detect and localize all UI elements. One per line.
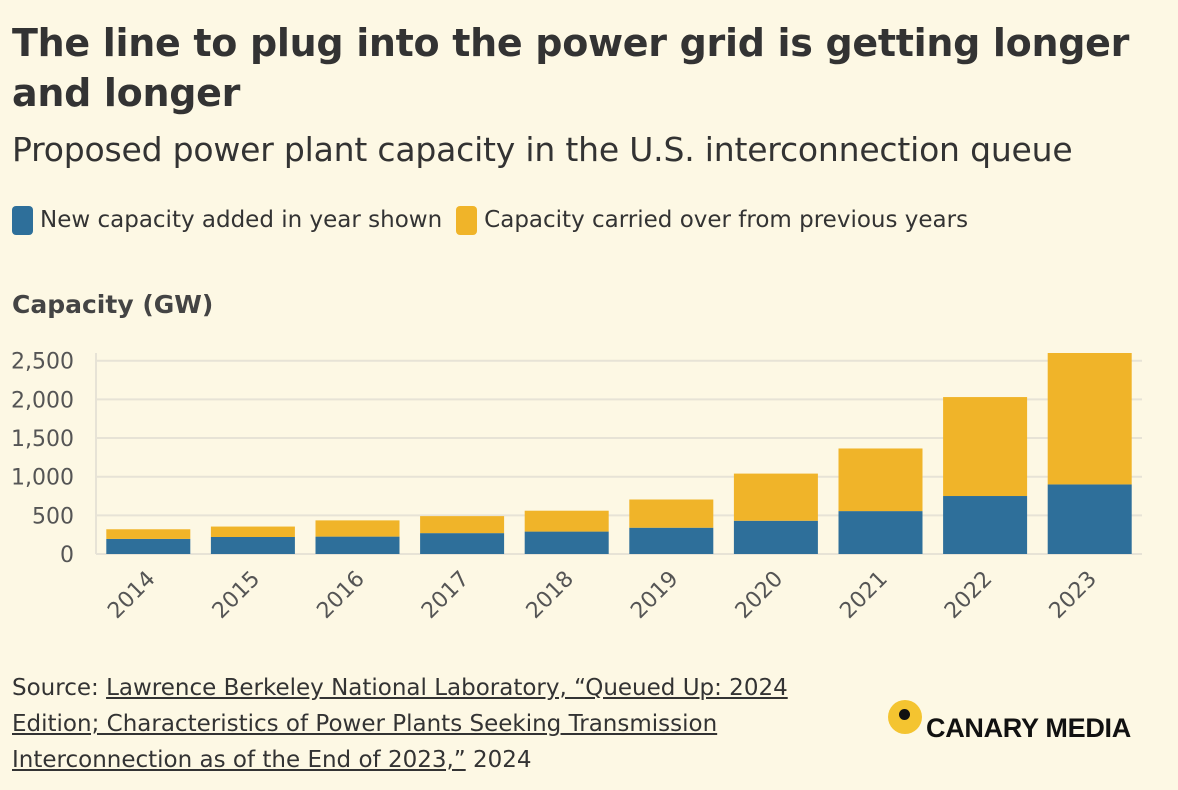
y-tick-label: 2,500 [11, 350, 74, 375]
source-suffix: 2024 [465, 747, 532, 773]
legend-label-carried: Capacity carried over from previous year… [484, 207, 969, 233]
x-tick-label: 2023 [1045, 567, 1102, 624]
bar-carried-2022 [943, 397, 1028, 497]
chart-title: The line to plug into the power grid is … [12, 21, 1130, 115]
legend: New capacity added in year shown Capacit… [12, 202, 982, 238]
legend-item-new: New capacity added in year shown [12, 205, 443, 235]
bar-new-2021 [838, 511, 923, 554]
bar-carried-2019 [629, 499, 714, 528]
source-prefix: Source: [12, 675, 107, 701]
bar-new-2022 [943, 496, 1028, 554]
x-tick-label: 2014 [103, 567, 160, 624]
bar-new-2017 [420, 533, 505, 554]
canary-logo-icon [888, 700, 922, 734]
source-note: Source: Lawrence Berkeley National Labor… [12, 670, 812, 778]
bar-carried-2020 [733, 473, 818, 521]
x-tick-label: 2016 [312, 567, 369, 624]
source-link[interactable]: Lawrence Berkeley National Laboratory, “… [12, 675, 788, 773]
bar-new-2016 [315, 536, 400, 554]
bars [106, 353, 1132, 554]
bar-new-2023 [1047, 484, 1132, 554]
bar-carried-2021 [838, 448, 923, 512]
x-tick-label: 2018 [522, 567, 579, 624]
bar-carried-2023 [1047, 353, 1132, 485]
bar-carried-2016 [315, 520, 400, 537]
legend-item-carried: Capacity carried over from previous year… [456, 205, 969, 235]
chart-subtitle: Proposed power plant capacity in the U.S… [12, 130, 1073, 169]
y-tick-label: 2,000 [11, 388, 74, 413]
x-tick-label: 2017 [417, 567, 474, 624]
bar-new-2018 [524, 531, 609, 554]
bar-new-2020 [733, 520, 818, 554]
x-tick-labels: 2014 2015 2016 2017 2018 2019 2020 2021 2022 2023 [103, 567, 1102, 624]
logo-text: CANARY MEDIA [926, 712, 1131, 743]
y-axis-title: Capacity (GW) [12, 290, 214, 319]
y-tick-label: 1,000 [11, 466, 74, 491]
bar-new-2014 [106, 538, 191, 554]
bar-new-2015 [210, 536, 295, 554]
y-tick-labels: 0 500 1,000 1,500 2,000 2,500 [11, 350, 74, 568]
y-tick-label: 1,500 [11, 427, 74, 452]
legend-label-new: New capacity added in year shown [40, 207, 443, 233]
legend-swatch-carried [456, 205, 478, 235]
bar-new-2019 [629, 527, 714, 554]
bar-carried-2017 [420, 516, 505, 534]
y-tick-label: 500 [32, 504, 74, 529]
canary-media-logo: CANARY MEDIA [888, 697, 1131, 743]
legend-swatch-new [12, 205, 33, 235]
x-tick-label: 2019 [626, 567, 683, 624]
bar-carried-2018 [524, 510, 609, 532]
x-tick-label: 2015 [208, 567, 265, 624]
x-tick-label: 2022 [940, 567, 997, 624]
x-tick-label: 2020 [731, 567, 788, 624]
bar-carried-2014 [106, 529, 191, 539]
bar-carried-2015 [210, 526, 295, 537]
y-tick-label: 0 [60, 543, 74, 568]
x-tick-label: 2021 [835, 567, 892, 624]
